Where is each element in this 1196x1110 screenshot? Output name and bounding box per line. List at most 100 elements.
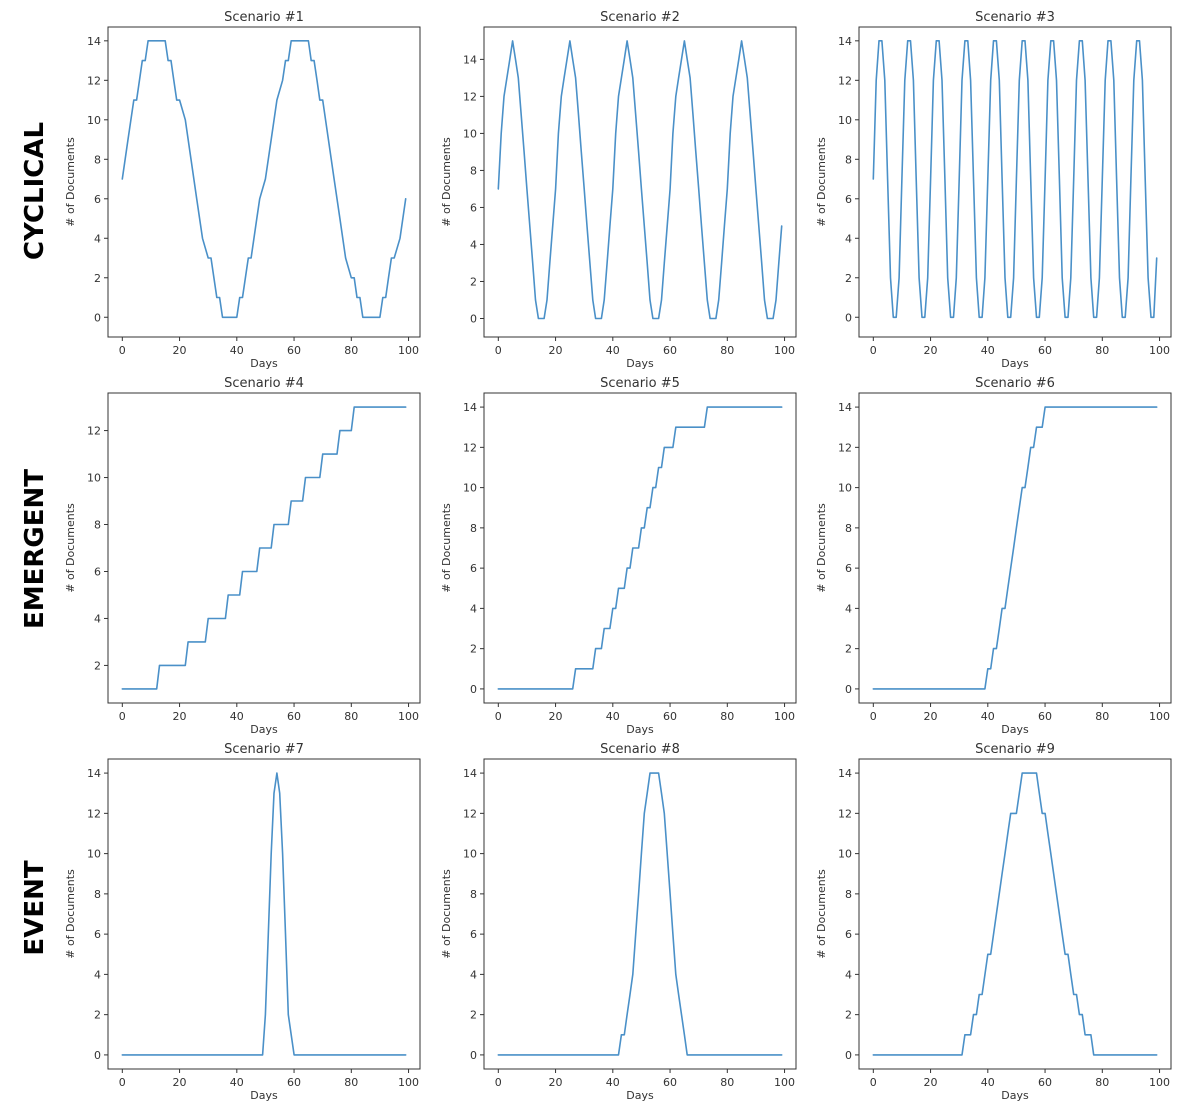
scenario-panel-4: Scenario #4 0 20 40 60 80 100 2 4 6 8 10 12 Days # of … [64, 376, 421, 736]
y-tick-label: 4 [470, 602, 477, 615]
y-tick-label: 10 [838, 848, 852, 861]
scenario-panel-5: Scenario #5 0 20 40 60 80 100 0 2 4 6 8 10 12 14 Days # … [440, 376, 797, 736]
y-tick-label: 2 [470, 643, 477, 656]
scenario-panel-8: Scenario #8 0 20 40 60 80 100 0 2 4 6 8 10 12 14 Days # … [440, 742, 797, 1102]
y-tick-label: 4 [470, 968, 477, 981]
data-line [497, 772, 783, 1056]
y-tick-label: 12 [838, 441, 852, 454]
y-tick-label: 4 [94, 232, 101, 245]
y-tick-label: 0 [470, 683, 477, 696]
y-tick-label: 14 [463, 401, 477, 414]
x-tick-label: 40 [230, 1076, 244, 1089]
x-axis-label: Days [1001, 1089, 1029, 1102]
x-tick-label: 80 [344, 1076, 358, 1089]
x-tick-label: 20 [173, 1076, 187, 1089]
y-tick-label: 0 [845, 1049, 852, 1062]
scenario-panel-2: Scenario #2 0 20 40 60 80 100 0 2 4 6 8 10 12 14 Days # … [440, 10, 797, 370]
y-tick-label: 10 [463, 127, 477, 140]
y-axis-label: # of Documents [440, 869, 453, 959]
x-tick-label: 60 [287, 344, 301, 357]
y-tick-label: 12 [838, 74, 852, 87]
y-tick-label: 14 [87, 35, 101, 48]
y-tick-label: 8 [94, 153, 101, 166]
data-line [121, 772, 407, 1056]
y-tick-label: 6 [94, 193, 101, 206]
panel-title: Scenario #2 [600, 10, 680, 25]
y-tick-label: 2 [94, 659, 101, 672]
y-tick-label: 12 [463, 807, 477, 820]
x-tick-label: 60 [1038, 1076, 1052, 1089]
plot-frame [858, 758, 1172, 1070]
scenario-panel-6: Scenario #6 0 20 40 60 80 100 0 2 4 6 8 10 12 14 Days # … [815, 376, 1172, 736]
panel-title: Scenario #9 [975, 742, 1055, 757]
plot-frame [483, 26, 797, 338]
y-tick-label: 0 [470, 312, 477, 325]
y-axis-label: # of Documents [64, 137, 77, 227]
x-axis-label: Days [626, 357, 654, 370]
x-tick-label: 40 [606, 1076, 620, 1089]
plot-frame [483, 392, 797, 704]
y-axis-label: # of Documents [815, 869, 828, 959]
y-tick-label: 10 [87, 472, 101, 485]
y-tick-label: 8 [94, 888, 101, 901]
y-tick-label: 12 [838, 807, 852, 820]
scenario-panels: Scenario #10 20 40 60 80 10002468101214Days# … [64, 10, 1172, 1102]
x-tick-label: 0 [870, 1076, 877, 1089]
y-tick-label: 14 [463, 767, 477, 780]
y-tick-label: 4 [845, 232, 852, 245]
data-line [872, 772, 1158, 1056]
x-tick-label: 100 [1149, 1076, 1170, 1089]
x-tick-label: 100 [398, 710, 419, 723]
y-tick-label: 14 [463, 53, 477, 66]
x-tick-label: 40 [981, 710, 995, 723]
plot-frame [107, 758, 421, 1070]
x-axis-label: Days [250, 1089, 278, 1102]
y-tick-label: 10 [838, 114, 852, 127]
x-tick-label: 60 [287, 710, 301, 723]
x-tick-label: 40 [230, 344, 244, 357]
y-tick-label: 4 [845, 968, 852, 981]
row-label-event: EVENT [20, 860, 50, 955]
scenario-panel-7: Scenario #7 0 20 40 60 80 100 0 2 4 6 8 10 12 14 Days # … [64, 742, 421, 1102]
x-tick-label: 80 [720, 1076, 734, 1089]
y-tick-label: 10 [87, 848, 101, 861]
data-line [497, 406, 783, 690]
y-axis-label: # of Documents [440, 503, 453, 593]
x-tick-label: 60 [663, 1076, 677, 1089]
x-tick-label: 60 [1038, 344, 1052, 357]
y-tick-label: 6 [94, 565, 101, 578]
data-line [497, 40, 783, 320]
x-tick-label: 80 [1095, 1076, 1109, 1089]
x-tick-label: 100 [774, 344, 795, 357]
y-tick-label: 12 [463, 441, 477, 454]
y-tick-label: 8 [470, 164, 477, 177]
y-tick-label: 0 [94, 1049, 101, 1062]
y-tick-label: 10 [463, 482, 477, 495]
row-label-emergent: EMERGENT [20, 469, 50, 629]
y-axis-label: # of Documents [815, 137, 828, 227]
x-tick-label: 80 [344, 344, 358, 357]
x-tick-label: 60 [1038, 710, 1052, 723]
scenario-panel-9: Scenario #9 0 20 40 60 80 100 0 2 4 6 8 10 12 14 Days # … [815, 742, 1172, 1102]
y-tick-label: 8 [845, 522, 852, 535]
y-tick-label: 10 [87, 114, 101, 127]
y-tick-label: 2 [470, 1009, 477, 1022]
plot-frame [107, 26, 421, 338]
y-tick-label: 0 [845, 683, 852, 696]
y-tick-label: 6 [470, 201, 477, 214]
panel-title: Scenario #3 [975, 10, 1055, 25]
x-tick-label: 100 [774, 1076, 795, 1089]
panel-title: Scenario #5 [600, 376, 680, 391]
y-axis-label: # of Documents [64, 503, 77, 593]
x-tick-label: 0 [495, 1076, 502, 1089]
x-tick-label: 0 [495, 710, 502, 723]
y-tick-label: 6 [845, 193, 852, 206]
plot-frame [858, 26, 1172, 338]
y-tick-label: 2 [94, 1009, 101, 1022]
y-tick-label: 6 [470, 562, 477, 575]
plot-frame [107, 392, 421, 704]
y-tick-label: 2 [94, 272, 101, 285]
y-tick-label: 2 [845, 272, 852, 285]
x-axis-label: Days [626, 1089, 654, 1102]
x-tick-label: 100 [398, 1076, 419, 1089]
